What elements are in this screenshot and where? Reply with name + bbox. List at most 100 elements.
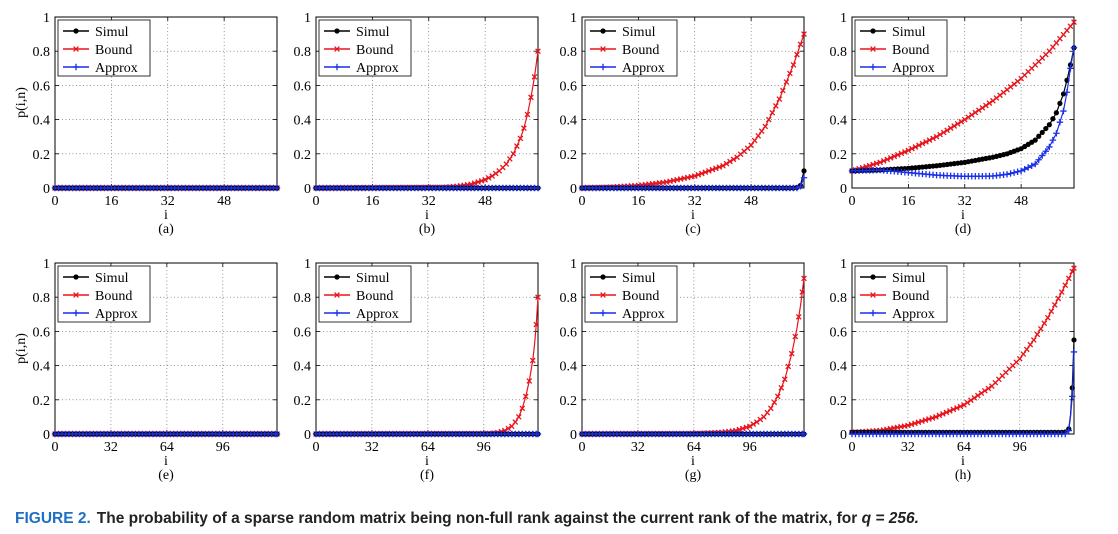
chart-panel: 0 0.2 0.4 0.6 0.8 1 0 16 32 48 i(a) p(i,n) Simul Boun… [14,11,281,237]
data-point-bound [916,142,922,149]
x-tick-label: 32 [422,194,436,209]
data-point-bound [986,100,993,107]
data-point-approx [1003,171,1011,178]
data-point-bound [505,425,512,432]
x-axis-label: i [425,454,429,469]
data-point-approx [1053,130,1060,137]
data-point-bound [968,112,975,118]
y-tick-label: 1 [840,257,847,272]
y-tick-label: 0 [840,428,847,443]
data-point-bound [961,116,968,123]
data-point-approx [1028,162,1035,169]
legend-marker [73,292,79,298]
data-point-bound [772,103,779,109]
data-point-bound [779,87,786,94]
data-point-bound [795,314,802,320]
data-point-bound [519,405,526,412]
legend-marker [870,28,876,34]
data-point-bound [940,129,947,136]
data-point-approx [534,184,542,192]
legend-marker [600,292,606,298]
x-tick-label: 48 [217,194,231,209]
data-point-bound [529,357,536,364]
data-point-bound [785,363,792,370]
data-point-bound [517,135,524,142]
data-point-bound [774,393,781,400]
data-point-bound [748,142,755,149]
data-point-approx [800,174,808,181]
panel-label: (a) [158,222,174,237]
legend-label: Simul [622,25,656,40]
data-point-simul [801,168,807,174]
data-point-bound [975,107,982,114]
data-point-bound [792,333,799,340]
data-point-bound [512,419,519,425]
legend-marker [334,274,340,280]
y-tick-label: 0.6 [830,79,848,94]
y-tick-label: 0.6 [33,79,51,94]
data-point-bound [727,158,733,165]
y-tick-label: 0.6 [830,325,848,340]
data-point-bound [753,419,760,425]
x-tick-label: 32 [365,440,379,455]
y-tick-label: 0.2 [560,148,578,163]
legend-label: Bound [356,43,393,58]
x-axis-label: i [691,454,695,469]
legend-label: Bound [892,289,929,304]
y-tick-label: 1 [43,257,50,272]
y-tick-label: 0 [304,182,311,197]
data-point-bound [528,94,534,101]
x-axis-label: i [961,208,965,223]
data-point-bound [778,384,785,391]
data-point-bound [720,162,726,169]
y-tick-label: 0.4 [294,360,312,375]
legend-label: Approx [95,61,138,76]
data-point-bound [765,116,772,123]
data-point-bound [698,170,705,177]
data-point-bound [901,149,908,155]
legend-label: Approx [622,307,665,322]
data-point-bound [1034,331,1041,338]
data-point-bound [716,164,723,170]
data-point-simul [1039,129,1045,136]
data-point-approx [1042,148,1050,155]
y-tick-label: 0.8 [294,291,312,306]
legend-label: Bound [356,289,393,304]
data-point-bound [923,138,929,145]
data-point-bound [974,392,981,399]
legend-marker [600,46,606,52]
data-point-bound [776,96,783,102]
data-point-approx [1067,65,1074,72]
y-tick-label: 0.2 [560,394,578,409]
data-point-bound [964,399,971,406]
data-point-bound [919,140,926,147]
data-point-simul [1032,137,1038,143]
legend-label: Approx [892,61,935,76]
y-tick-label: 0 [304,428,311,443]
data-point-simul [1057,100,1063,106]
data-point-approx [534,430,542,438]
data-point-bound [1020,351,1027,357]
data-point-bound [535,48,541,55]
data-point-bound [1051,302,1058,308]
data-point-approx [1069,393,1076,400]
x-tick-label: 32 [104,440,118,455]
data-point-approx [1007,170,1014,177]
figure-caption: FIGURE 2. The probability of a sparse ran… [15,510,1105,528]
data-point-bound [794,51,800,58]
data-point-bound [1041,320,1048,327]
data-point-bound [887,155,894,161]
legend-label: Approx [892,307,935,322]
data-point-bound [521,125,527,132]
panel-label: (c) [685,222,701,237]
data-point-bound [705,168,712,174]
legend-label: Approx [356,307,399,322]
data-point-bound [954,121,961,127]
data-point-bound [758,128,765,135]
x-tick-label: 48 [478,194,492,209]
y-tick-label: 0.2 [33,394,51,409]
legend-label: Simul [356,25,390,40]
legend-label: Approx [622,61,665,76]
y-tick-label: 0 [570,182,577,197]
